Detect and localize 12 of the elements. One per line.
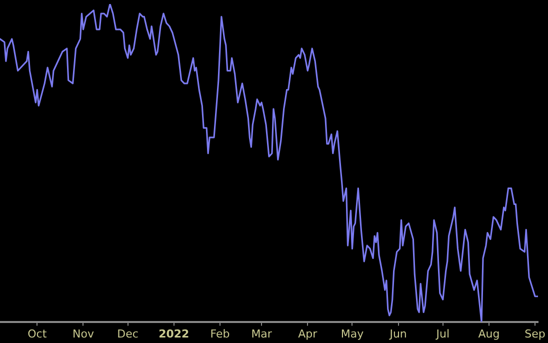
x-tick-label: Feb <box>210 327 230 340</box>
x-tick-label: May <box>340 327 364 340</box>
x-tick-label: Mar <box>251 327 272 340</box>
x-tick-label: 2022 <box>158 327 190 340</box>
x-tick-label: Nov <box>72 327 94 340</box>
x-tick-label: Jun <box>388 327 407 340</box>
x-tick-label: Dec <box>117 327 138 340</box>
x-tick-label: Jul <box>435 327 450 340</box>
x-tick-label: Sep <box>524 327 546 340</box>
x-tick-label: Apr <box>298 327 318 340</box>
x-tick-label: Oct <box>28 327 48 340</box>
x-tick-label: Aug <box>478 327 500 340</box>
